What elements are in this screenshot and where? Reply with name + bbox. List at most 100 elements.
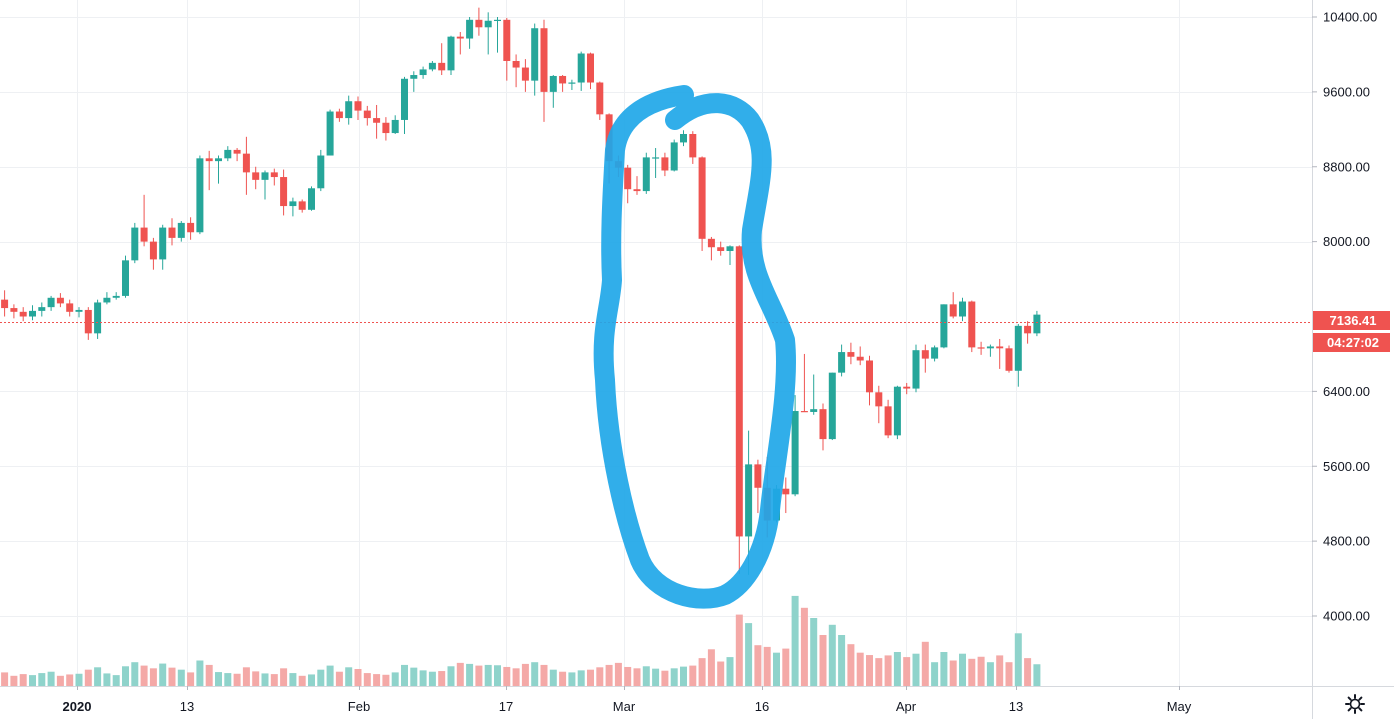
volume-bar — [642, 666, 650, 686]
candle-body — [996, 346, 1004, 349]
candle-body — [800, 411, 808, 413]
candle-body — [707, 238, 715, 248]
volume-bar — [317, 669, 325, 686]
volume-bar — [940, 652, 948, 686]
volume-bar — [1014, 633, 1022, 686]
volume-bar — [875, 658, 883, 686]
volume-bar — [1005, 662, 1013, 686]
last-price-badge: 7136.41 — [1313, 311, 1390, 330]
volume-bar — [112, 675, 120, 686]
volume-bar — [949, 660, 957, 686]
candle-body — [382, 122, 390, 134]
candle-body — [680, 133, 687, 143]
volume-bar — [1033, 664, 1041, 686]
x-tick-label: 17 — [499, 699, 513, 714]
volume-bar — [159, 663, 167, 686]
grid — [0, 0, 1312, 686]
volume-bar — [568, 672, 576, 686]
candle-body — [1005, 348, 1013, 371]
candle-body — [847, 352, 855, 357]
volume-bar — [475, 665, 483, 686]
candle-body — [205, 158, 213, 162]
candle-body — [577, 53, 585, 83]
volume-bar — [931, 662, 939, 686]
volume-bar — [670, 668, 678, 686]
volume-bar — [707, 649, 715, 686]
volume-bar — [652, 668, 660, 686]
candle-body — [66, 303, 74, 312]
volume-bar — [131, 662, 139, 686]
volume-bar — [549, 669, 557, 686]
volume-bar — [661, 670, 669, 686]
candle-body — [326, 111, 334, 156]
volume-bar — [1024, 658, 1032, 686]
candle-body — [168, 227, 176, 238]
volume-bar — [754, 645, 762, 686]
volume-bar — [168, 667, 176, 686]
candle-body — [735, 246, 743, 537]
volume-bar — [289, 673, 297, 686]
volume-bar — [122, 666, 129, 686]
candle-body — [875, 392, 883, 407]
y-tick-label: 4800.00 — [1323, 534, 1370, 549]
candles — [1, 7, 1041, 575]
candle-body — [428, 62, 436, 70]
volume-bar — [103, 673, 111, 686]
volume-bar — [587, 669, 594, 686]
candle-body — [19, 311, 27, 317]
volume-bar — [605, 664, 613, 686]
candle-body — [94, 302, 102, 334]
volume-bar — [810, 618, 818, 686]
volume-bar — [419, 670, 427, 686]
volume-bar — [540, 664, 548, 686]
candle-body — [587, 53, 594, 83]
candle-body — [959, 301, 966, 317]
candle-body — [782, 488, 790, 495]
candle-body — [642, 157, 650, 192]
volume-bar — [903, 657, 911, 686]
candle-body — [187, 222, 195, 233]
candle-body — [215, 158, 222, 162]
settings-gear-icon[interactable] — [1344, 693, 1366, 715]
candle-body — [1033, 314, 1041, 334]
volume-bar — [215, 672, 222, 686]
volume-bar — [66, 674, 74, 686]
candle-body — [661, 157, 669, 171]
candle-body — [419, 69, 427, 76]
candle-body — [531, 28, 539, 81]
volume-bar — [205, 664, 213, 686]
hand-drawn-annotation — [593, 85, 797, 609]
volume-bar — [242, 667, 250, 686]
candle-body — [373, 118, 381, 123]
candle-body — [196, 158, 204, 233]
volume-bar — [680, 666, 687, 686]
x-tick-label: 13 — [180, 699, 194, 714]
candle-body — [29, 310, 36, 317]
volume-bar — [633, 668, 641, 686]
x-tick-label: Apr — [896, 699, 917, 714]
candle-body — [317, 155, 325, 189]
volume-bar — [596, 667, 604, 686]
candle-body — [866, 360, 873, 393]
x-tick-label: May — [1167, 699, 1192, 714]
countdown-text: 04:27:02 — [1327, 335, 1379, 350]
candle-body — [103, 297, 111, 303]
volume-bar — [438, 671, 446, 686]
candle-body — [289, 201, 297, 207]
candle-body — [363, 110, 371, 119]
candle-body — [149, 241, 157, 260]
candle-body — [10, 308, 18, 312]
candle-body — [521, 67, 529, 81]
candle-body — [652, 157, 660, 159]
volume-bar — [447, 666, 455, 686]
volume-bar — [94, 667, 102, 686]
price-axis[interactable]: 10400.00 9600.00 8800.00 8000.00 6400.00 5600… — [1312, 10, 1377, 624]
time-axis[interactable]: 2020 13 Feb 17 Mar 16 Apr 13 May — [63, 686, 1192, 714]
countdown-badge: 04:27:02 — [1313, 333, 1390, 352]
volume-bar — [373, 674, 381, 686]
candle-body — [335, 111, 343, 119]
candle-body — [438, 62, 446, 71]
volume-bar — [270, 674, 278, 686]
candle-body — [224, 149, 232, 159]
